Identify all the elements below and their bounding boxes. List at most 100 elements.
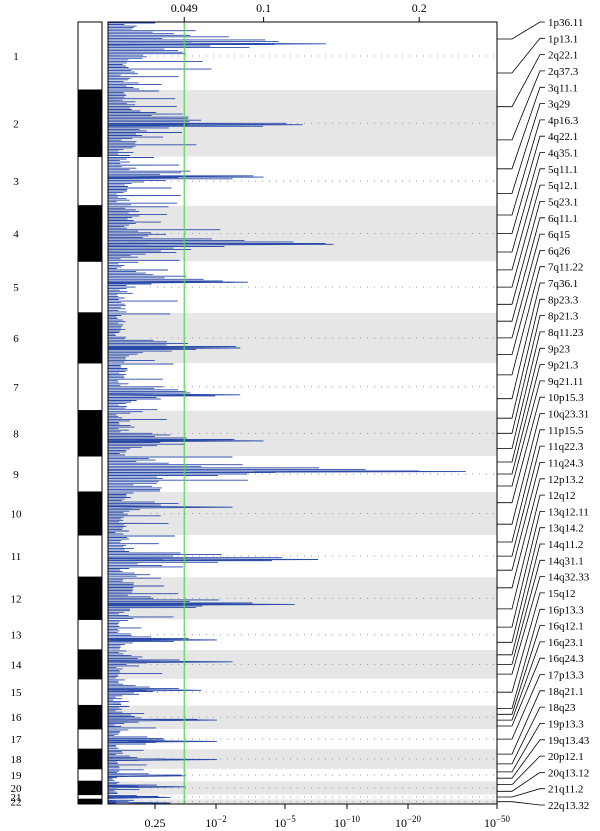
chromosome-label-17: 17	[11, 734, 23, 746]
cytoband-label: 5q23.1	[548, 196, 578, 208]
cytoband-label: 11q22.3	[548, 441, 584, 453]
ideogram-segment-8	[77, 410, 103, 457]
cytoband-connector	[497, 592, 545, 693]
cytoband-connector	[497, 37, 545, 74]
cytoband-label: 22q13.32	[548, 800, 589, 812]
chromosome-label-2: 2	[13, 118, 19, 130]
cytoband-label: 1p13.1	[548, 33, 578, 45]
cytoband-label: 11p15.5	[548, 425, 584, 437]
cytoband-connector	[497, 396, 545, 504]
cytoband-labels: 123456789101112131415161718192021221p36.…	[11, 17, 590, 812]
cytoband-connector	[497, 772, 545, 792]
chromosome-label-12: 12	[11, 593, 22, 605]
trace-chr-11	[107, 535, 319, 577]
chromosome-band-6	[108, 312, 497, 363]
cytoband-label: 9p23	[548, 343, 571, 355]
trace-chr-20	[107, 781, 186, 795]
cytoband-label: 6q26	[548, 245, 571, 257]
trace-chr-21	[107, 795, 171, 799]
cytoband-label: 4q35.1	[548, 148, 578, 160]
ideogram-segment-5	[77, 260, 103, 314]
cytoband-connector	[497, 103, 545, 194]
cytoband-connector	[497, 70, 545, 141]
cytoband-label: 7q11.22	[548, 262, 583, 274]
chromosome-band-16	[108, 705, 497, 729]
cytoband-connector	[497, 21, 545, 40]
cytoband-connector	[497, 364, 545, 475]
chromosome-label-9: 9	[13, 469, 19, 481]
chromosome-label-7: 7	[13, 382, 19, 394]
bottom-tick-label-3: 10−10	[334, 814, 361, 830]
trace-chr-2	[107, 90, 303, 156]
axes: 0.049 0.1 0.2 0.25 10−2 10−5 10−10 10−20 10−50	[107, 1, 511, 830]
chromosome-label-19: 19	[11, 770, 23, 782]
cytoband-label: 6q15	[548, 229, 571, 241]
cytoband-label: 6q11.1	[548, 213, 578, 225]
top-tick-label-1: 0.1	[256, 1, 271, 15]
chromosome-label-20: 20	[11, 783, 23, 795]
cytoband-connector	[497, 625, 545, 715]
chromosome-band-12	[108, 577, 497, 620]
chromosome-label-16: 16	[11, 712, 23, 724]
trace-chr-14	[107, 650, 233, 679]
ideogram-segment-17	[77, 728, 103, 750]
cytoband-label: 5q11.1	[548, 164, 578, 176]
plot-frame	[107, 21, 498, 805]
ideogram-segment-16	[77, 704, 103, 730]
cytoband-connector	[497, 723, 545, 773]
chromosome-label-14: 14	[11, 659, 23, 671]
chromosome-label-4: 4	[13, 229, 19, 241]
cytoband-connector	[497, 54, 545, 108]
chromosome-label-13: 13	[11, 630, 23, 642]
cytoband-connector	[497, 674, 545, 740]
cytoband-label: 1p36.11	[548, 17, 583, 29]
cytoband-connector	[497, 690, 545, 755]
cytoband-connector	[497, 249, 545, 356]
cytoband-label: 12q12	[548, 490, 576, 502]
cytoband-label: 2q22.1	[548, 50, 578, 62]
cytoband-connector	[497, 315, 545, 434]
ideogram-segment-22	[77, 798, 103, 805]
cytoband-connector	[497, 152, 545, 253]
cytoband-label: 8q11.23	[548, 327, 584, 339]
cytoband-connector	[497, 282, 545, 400]
cytoband-label: 19q13.43	[548, 735, 590, 747]
cytoband-label: 16q24.3	[548, 653, 584, 665]
cytoband-label: 14q11.2	[548, 539, 583, 551]
bottom-tick-label-2: 10−5	[274, 814, 296, 830]
cytoband-label: 15q12	[548, 588, 576, 600]
trace-chr-5	[107, 261, 249, 313]
cytoband-label: 7q36.1	[548, 278, 578, 290]
cytoband-connector	[497, 298, 545, 419]
chromosome-band-8	[108, 410, 497, 457]
cytoband-connector	[497, 331, 545, 449]
cytoband-label: 10p15.3	[548, 392, 584, 404]
bottom-tick-label-4: 10−20	[395, 814, 422, 830]
chromosome-band-14	[108, 649, 497, 679]
ideogram-segment-21	[77, 794, 103, 800]
top-tick-label-0: 0.049	[171, 1, 198, 15]
cytoband-connector	[497, 217, 545, 322]
trace-chr-18	[107, 749, 217, 769]
cytoband-label: 3q29	[548, 99, 571, 111]
cytoband-label: 19p13.3	[548, 718, 584, 730]
ideogram-segment-11	[77, 534, 103, 578]
ideogram-segment-4	[77, 205, 103, 262]
trace-chr-12	[107, 577, 295, 619]
cytoband-label: 4p16.3	[548, 115, 579, 127]
cytoband-connector	[497, 641, 545, 721]
cytoband-connector	[497, 347, 545, 463]
ideogram-segment-6	[77, 312, 103, 364]
chromosome-band-18	[108, 749, 497, 769]
ideogram-segment-18	[77, 748, 103, 770]
chromosome-band-20	[108, 781, 497, 795]
chromosome-label-1: 1	[13, 51, 19, 63]
cytoband-label: 16q12.1	[548, 621, 584, 633]
cytoband-label: 14q31.1	[548, 555, 584, 567]
cytoband-label: 10q23.31	[548, 409, 589, 421]
chromosome-label-15: 15	[11, 687, 23, 699]
trace-chr-7	[107, 363, 241, 411]
cytoband-connector	[497, 608, 545, 709]
chromosome-label-11: 11	[11, 551, 22, 563]
